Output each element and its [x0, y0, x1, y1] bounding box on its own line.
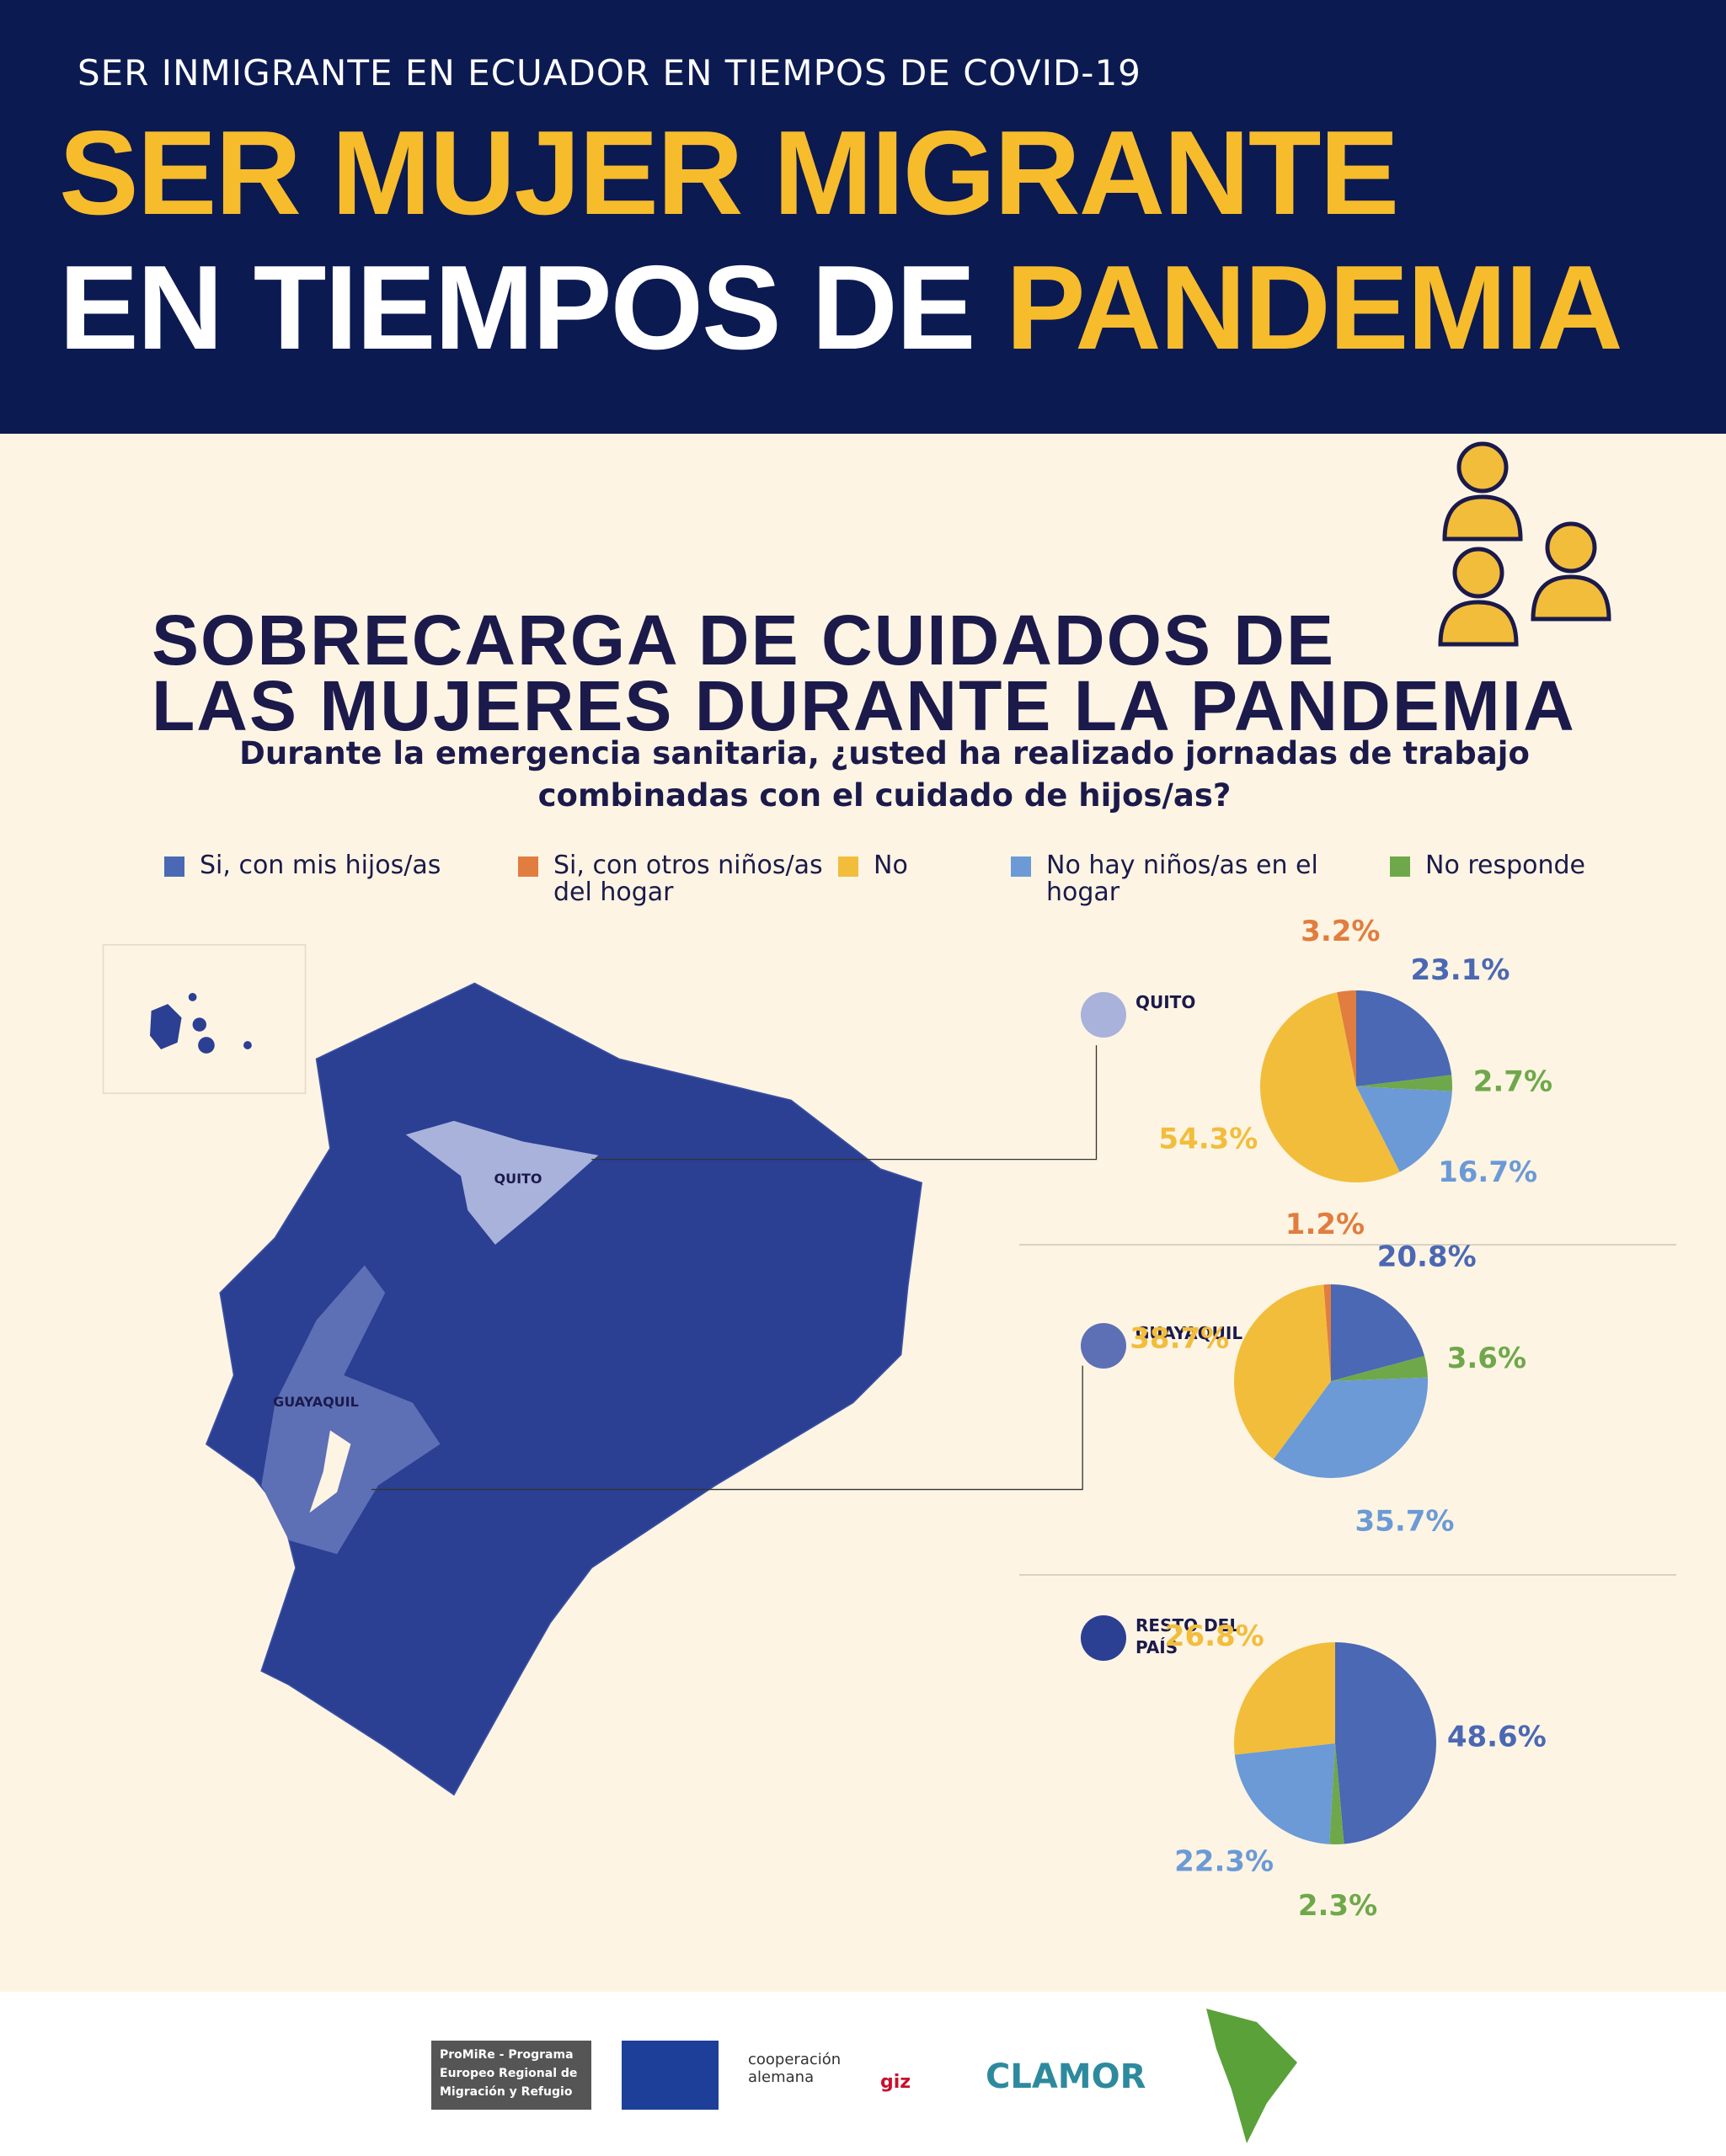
- value-label: 48.6%: [1447, 1721, 1547, 1754]
- header: SER INMIGRANTE EN ECUADOR EN TIEMPOS DE …: [0, 0, 1726, 434]
- legend-label: No hay niños/as en el hogar: [1046, 851, 1318, 907]
- chart-marker: [1081, 1323, 1126, 1369]
- value-label: 54.3%: [1158, 1122, 1258, 1155]
- legend-item: Si, con otros niños/as del hogar: [518, 852, 838, 906]
- legend-swatch: [518, 857, 538, 877]
- title: EN TIEMPOS DE PANDEMIA: [59, 248, 1623, 368]
- legend-item: No hay niños/as en el hogar: [1011, 852, 1390, 906]
- value-label: 16.7%: [1438, 1155, 1537, 1189]
- connector: [591, 1045, 1098, 1161]
- legend: Si, con mis hijos/as Si, con otros niños/…: [164, 852, 1681, 906]
- value-label: 23.1%: [1410, 953, 1510, 987]
- legend-label: No responde: [1425, 851, 1586, 880]
- footer: ProMiRe - Programa Europeo Regional de M…: [0, 1992, 1726, 2156]
- value-label: 35.7%: [1355, 1504, 1455, 1538]
- kicker: SER INMIGRANTE EN ECUADOR EN TIEMPOS DE …: [77, 52, 1141, 93]
- title-part: PANDEMIA: [1005, 241, 1623, 375]
- value-label: 20.8%: [1377, 1241, 1477, 1274]
- eu-flag: [622, 2041, 719, 2110]
- value-label: 22.3%: [1174, 1845, 1274, 1879]
- ecuador: [205, 982, 923, 1796]
- legend-label: No: [874, 851, 908, 880]
- logo: ProMiRe - Programa Europeo Regional de M…: [431, 2041, 591, 2110]
- pie-slice: [1356, 1075, 1452, 1091]
- region-guayaquil: [261, 1265, 441, 1555]
- map-label: QUITO: [494, 1171, 542, 1187]
- map-label: GUAYAQUIL: [273, 1394, 359, 1410]
- pie-slice: [1260, 992, 1400, 1182]
- legend-label: Si, con mis hijos/as: [200, 851, 441, 880]
- legend-swatch: [164, 857, 184, 877]
- logo: giz: [880, 2072, 911, 2093]
- section-title: LAS MUJERES DURANTE LA PANDEMIA: [152, 666, 1576, 745]
- pie-slice: [1234, 1284, 1331, 1460]
- pie-slice: [1331, 1284, 1425, 1381]
- gulf: [309, 1430, 351, 1513]
- chart-marker: [1081, 992, 1126, 1038]
- pie-slice: [1234, 1743, 1335, 1844]
- legend-swatch: [838, 857, 858, 877]
- pie-slice: [1331, 1356, 1428, 1381]
- pie-slice: [1234, 1642, 1335, 1755]
- chart-title: GUAYAQUIL: [1136, 1323, 1242, 1343]
- value-label: 2.3%: [1298, 1889, 1377, 1923]
- region-quito: [405, 1120, 599, 1245]
- legend-item: Si, con mis hijos/as: [164, 852, 518, 906]
- chart-title: RESTO DEL PAÍS: [1136, 1615, 1240, 1657]
- pie-slice: [1273, 1377, 1429, 1478]
- value-label: 3.6%: [1447, 1342, 1526, 1375]
- title: SER MUJER MIGRANTE: [59, 106, 1399, 240]
- pie-slice: [1335, 1642, 1437, 1844]
- legend-item: No responde: [1390, 852, 1643, 906]
- map-logo: [1206, 2009, 1297, 2143]
- section-title: SOBRECARGA DE CUIDADOS DE: [152, 600, 1335, 680]
- chart-title: QUITO: [1136, 992, 1195, 1012]
- value-label: 1.2%: [1285, 1208, 1365, 1241]
- value-label: 2.7%: [1473, 1065, 1552, 1099]
- legend-label: Si, con otros niños/as del hogar: [553, 851, 823, 907]
- chart-marker: [1081, 1615, 1126, 1661]
- logo: cooperación alemana: [748, 2051, 842, 2086]
- pie-slice: [1356, 1086, 1452, 1172]
- legend-swatch: [1011, 857, 1031, 877]
- value-label: 26.8%: [1165, 1620, 1264, 1653]
- title-part: EN TIEMPOS DE: [59, 241, 975, 375]
- logo: CLAMOR: [986, 2057, 1146, 2096]
- legend-item: No: [838, 852, 1011, 906]
- inset-box: [102, 944, 307, 1095]
- canvas: QUITO GUAYAQUIL QUITO 23.1% 2.7% 16.7% 54.3%…: [102, 441, 1676, 1923]
- pie-slice: [1356, 990, 1452, 1086]
- galapagos: [149, 993, 252, 1054]
- map: [102, 944, 1098, 1796]
- value-label: 3.2%: [1301, 915, 1380, 948]
- question: Durante la emergencia sanitaria, ¿usted …: [239, 735, 1530, 814]
- legend-swatch: [1390, 857, 1410, 877]
- connector: [371, 1365, 1083, 1491]
- pie-slice: [1329, 1743, 1344, 1844]
- value-label: 38.7%: [1130, 1321, 1229, 1355]
- people-icon: [1438, 441, 1611, 647]
- pie-slice: [1337, 990, 1356, 1086]
- pie-slice: [1323, 1284, 1331, 1381]
